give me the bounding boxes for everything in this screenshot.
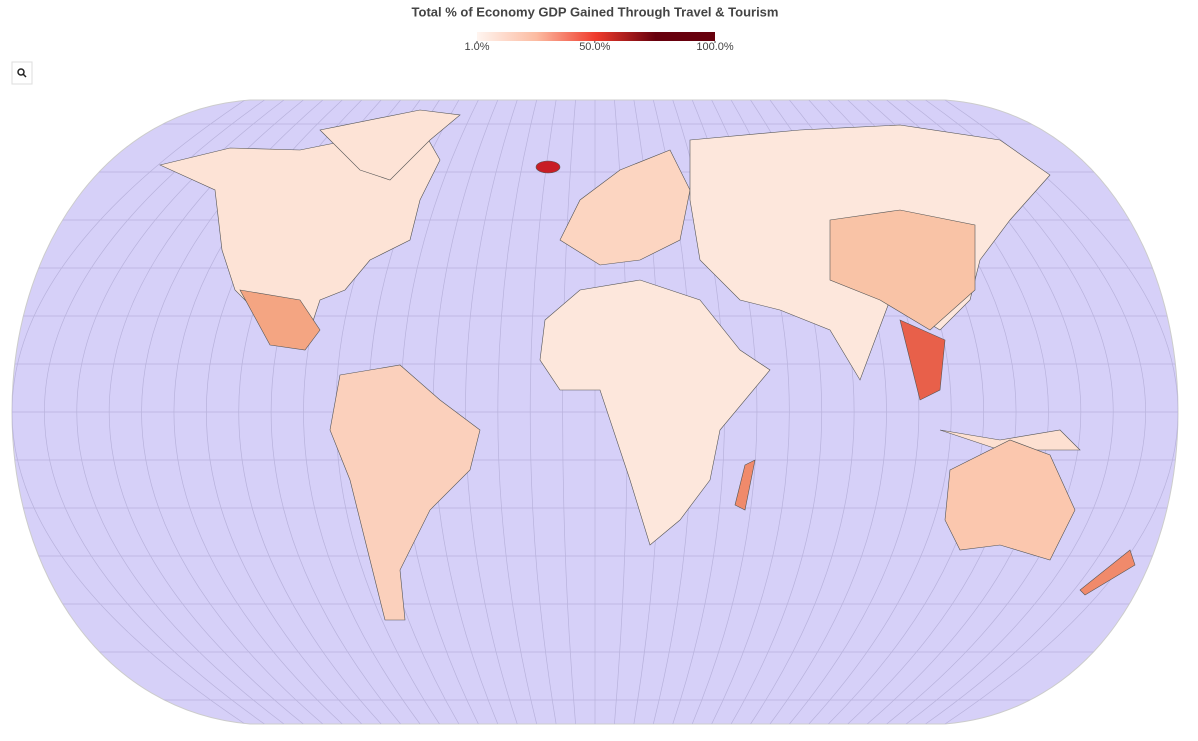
countries (159, 109, 1136, 621)
madagascar (734, 459, 756, 511)
meridian (562, 100, 576, 724)
southeast-asia (899, 319, 946, 401)
meridian (465, 100, 518, 724)
search-button[interactable] (11, 61, 33, 85)
iceland (535, 160, 561, 174)
search-icon-handle[interactable] (22, 73, 27, 78)
colorbar-tick-label: 1.0% (464, 41, 489, 53)
meridian (44, 100, 265, 724)
meridian (12, 100, 246, 724)
mexico (239, 289, 321, 351)
map-title: Total % of Economy GDP Gained Through Tr… (412, 4, 779, 19)
search-button-box[interactable] (11, 61, 33, 85)
meridian (497, 100, 538, 724)
meridian (76, 100, 285, 724)
greenland (319, 109, 461, 181)
meridian (944, 100, 1178, 724)
china (829, 209, 976, 331)
meridian (529, 100, 557, 724)
search-icon[interactable] (17, 68, 25, 76)
south-america (329, 364, 481, 621)
colorbar-tick-label: 50.0% (579, 41, 610, 53)
colorbar (477, 32, 715, 41)
africa (539, 279, 771, 546)
new-zealand (1079, 549, 1136, 596)
meridian (108, 100, 304, 724)
colorbar-tick-label: 100.0% (696, 41, 734, 53)
australia (944, 439, 1076, 561)
